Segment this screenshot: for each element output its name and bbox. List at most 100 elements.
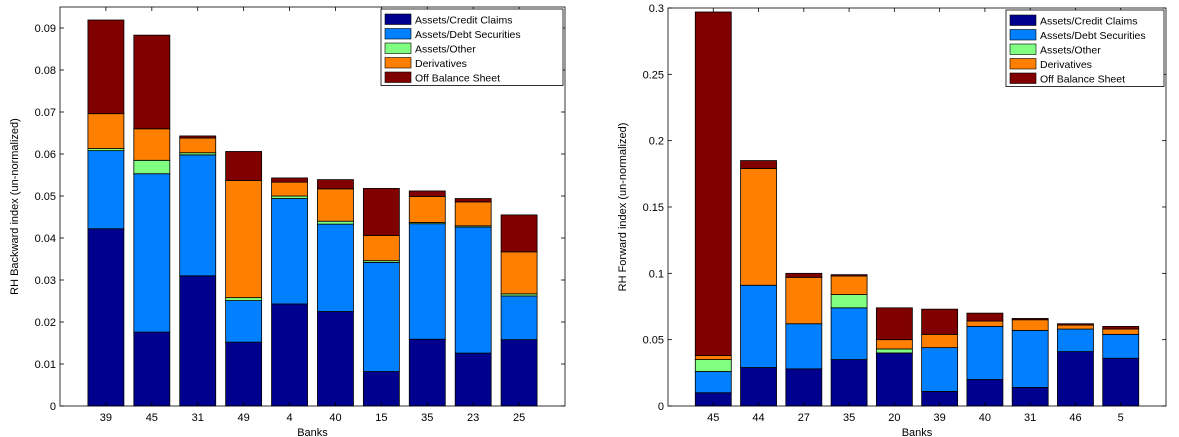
bar-segment-5-0 [1102, 357, 1140, 407]
bar-segment-25-3 [500, 251, 538, 295]
x-tick-label: 31 [1024, 412, 1036, 424]
bar-segment-31-4 [1011, 318, 1049, 321]
bar-segment-39-1 [921, 347, 959, 392]
bar-segment-45-2 [694, 359, 732, 372]
legend-swatch [1009, 43, 1037, 55]
bar-segment-45-1 [133, 173, 171, 333]
x-tick-label: 5 [1118, 412, 1124, 424]
x-tick-label: 39 [100, 412, 112, 424]
bar-segment-39-1 [87, 150, 125, 230]
bar-segment-45-0 [133, 331, 171, 407]
bar-segment-25-1 [500, 295, 538, 341]
bar-segment-31-1 [1011, 329, 1049, 388]
backward-index-chart: 39 45 31 49 4 40 15 35 23 25 0 0.01 0.02 0.03 0.04 0.05… [9, 6, 566, 437]
bar-segment-39-4 [921, 308, 959, 335]
bar-segment-44-3 [740, 168, 777, 286]
legend-swatch [1009, 29, 1037, 41]
bar-segment-39-0 [87, 228, 125, 407]
bar-segment-40-0 [966, 379, 1004, 407]
bar-segment-23-0 [454, 352, 492, 407]
y-tick-label: 0.25 [643, 69, 664, 81]
x-tick-label: 46 [1069, 412, 1081, 424]
bar-segment-44-4 [740, 160, 777, 169]
x-axis-title: Banks [297, 427, 328, 437]
legend-entry: Derivatives [1040, 59, 1092, 71]
bar-segment-39-4 [87, 19, 125, 115]
y-tick-label: 0 [658, 401, 664, 413]
bar-segment-40-1 [966, 325, 1004, 380]
bar-segment-23-3 [454, 201, 492, 227]
x-tick-label: 23 [467, 412, 479, 424]
x-tick-label: 39 [934, 412, 946, 424]
legend-swatch [384, 42, 412, 54]
bar-segment-5-1 [1102, 333, 1140, 359]
bar-segment-35-4 [408, 190, 446, 197]
bar-segment-35-3 [408, 196, 446, 223]
bar-segment-35-1 [408, 223, 446, 340]
bar-segment-45-2 [133, 159, 171, 175]
y-tick-label: 0.08 [35, 65, 56, 77]
bar-segment-31-4 [179, 135, 217, 139]
bar-segment-23-4 [454, 198, 492, 203]
legend-entry: Assets/Debt Securities [1040, 30, 1146, 42]
bar-segment-45-1 [694, 371, 732, 394]
bar-segment-46-0 [1057, 351, 1094, 407]
bar-segment-40-2 [317, 220, 354, 225]
bar-segment-31-0 [179, 275, 217, 407]
bar-segment-40-4 [317, 179, 354, 190]
bar-segment-40-3 [317, 188, 354, 222]
bar-segment-23-1 [454, 226, 492, 354]
y-axis-title: RH Forward index (un-normalized) [617, 123, 629, 292]
bar-segment-40-0 [317, 311, 354, 407]
bar-segment-31-3 [179, 137, 217, 154]
y-tick-label: 0.04 [35, 233, 56, 245]
legend-entry: Assets/Other [1040, 45, 1101, 57]
legend-entry: Assets/Credit Claims [1040, 16, 1137, 28]
x-tick-label: 15 [375, 412, 387, 424]
x-tick-label: 35 [843, 412, 855, 424]
y-tick-label: 0.09 [35, 23, 56, 35]
bar-segment-40-4 [966, 312, 1004, 322]
bar-segment-35-1 [830, 307, 868, 360]
axes-frame [667, 7, 1167, 407]
y-tick-label: 0.07 [35, 107, 56, 119]
bar-segment-15-3 [362, 235, 400, 262]
legend-swatch [1009, 72, 1037, 84]
legend-swatch [1009, 14, 1037, 26]
legend-entry: Derivatives [415, 58, 467, 70]
bar-segment-27-3 [785, 276, 823, 325]
bar-segment-44-1 [740, 284, 777, 368]
bar-segment-4-3 [271, 181, 308, 197]
bar-segment-20-2 [875, 348, 913, 354]
x-tick-label: 25 [513, 412, 525, 424]
y-tick-label: 0.03 [35, 275, 56, 287]
x-tick-label: 27 [798, 412, 810, 424]
y-tick-label: 0.3 [649, 3, 664, 15]
legend: Assets/Credit Claims Assets/Debt Securiti… [1005, 9, 1165, 87]
bar-segment-31-1 [179, 154, 217, 277]
legend-box [380, 8, 564, 86]
bar-segment-25-4 [500, 214, 538, 253]
y-tick-label: 0.05 [643, 335, 664, 347]
legend-entry: Assets/Debt Securities [415, 29, 521, 41]
y-tick-label: 0.15 [643, 202, 664, 214]
bar-segment-46-3 [1057, 324, 1094, 330]
bar-segment-5-3 [1102, 328, 1140, 335]
axes-frame [59, 6, 566, 407]
bar-segment-49-3 [225, 180, 263, 299]
bar-segment-40-1 [317, 223, 354, 312]
legend-entry: Assets/Credit Claims [415, 15, 512, 27]
bar-segment-20-3 [875, 339, 913, 350]
y-tick-label: 0.05 [35, 191, 56, 203]
y-axis-title: RH Backward index (un-normalized) [9, 118, 21, 295]
legend-entry: Off Balance Sheet [1040, 74, 1125, 86]
bar-segment-39-3 [921, 333, 959, 349]
x-tick-label: 49 [238, 412, 250, 424]
bar-segment-49-1 [225, 300, 263, 343]
bar-segment-27-4 [785, 272, 823, 278]
bar-segment-40-3 [966, 320, 1004, 327]
forward-index-chart: 45 44 27 35 20 39 40 31 46 5 0 0.05 0.1 0.15 0.2 0.25 0.… [617, 3, 1167, 437]
legend-swatch [384, 71, 412, 83]
x-axis-title: Banks [902, 427, 933, 437]
y-tick-label: 0.2 [649, 136, 664, 148]
